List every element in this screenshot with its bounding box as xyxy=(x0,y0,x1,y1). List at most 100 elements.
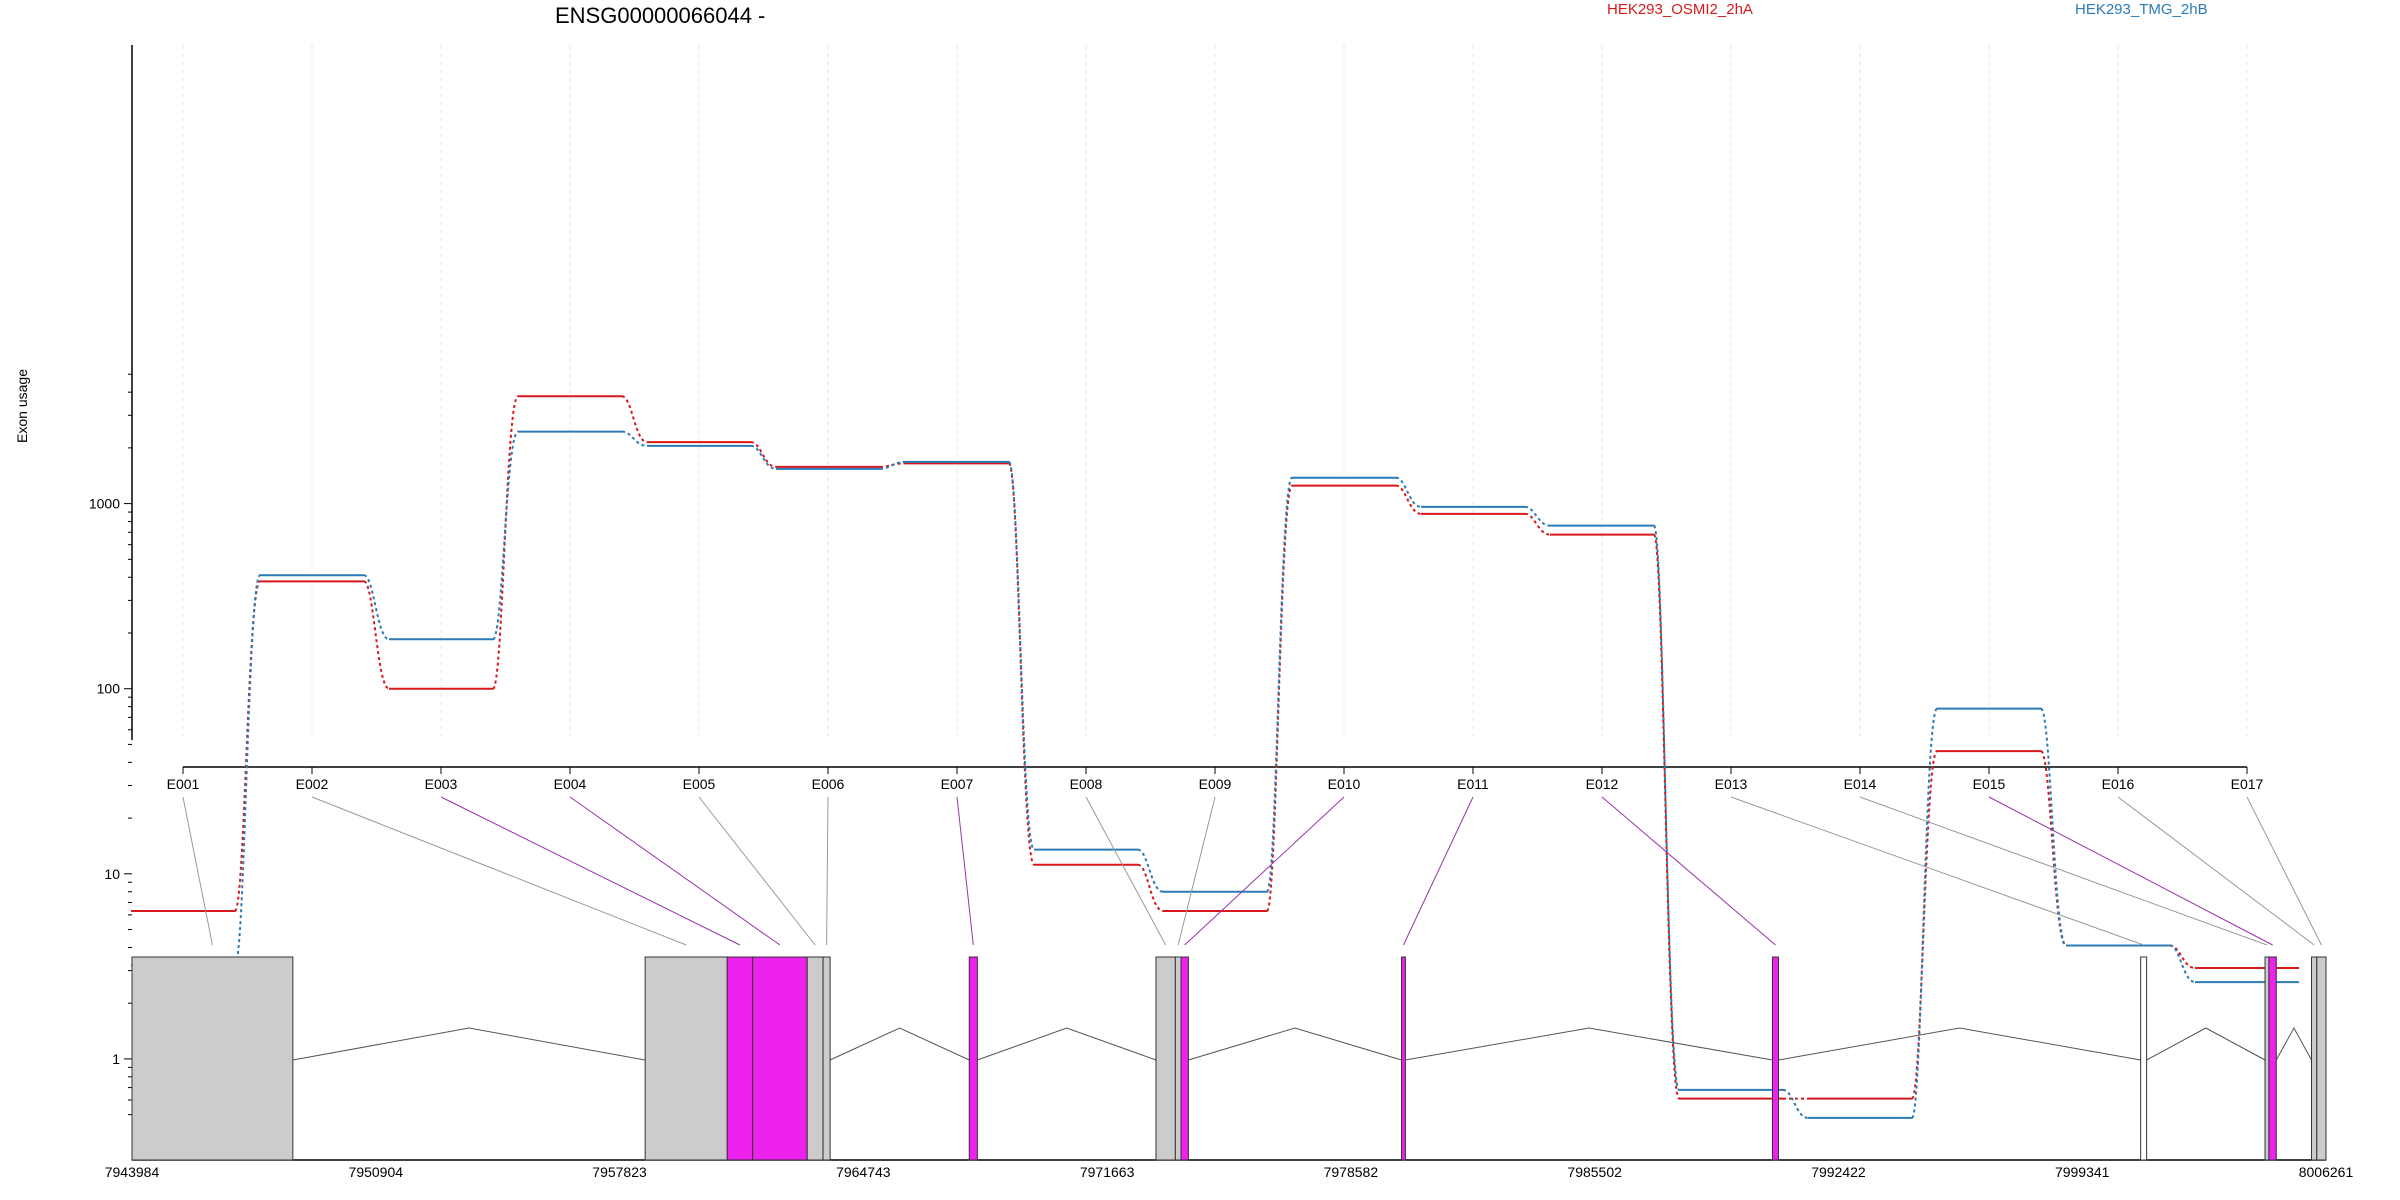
connector-e004 xyxy=(569,796,781,946)
exon-label-e013: E013 xyxy=(1715,776,1748,792)
series-connector xyxy=(1911,707,1938,1119)
y-tick-label: 100 xyxy=(97,681,121,697)
series-connector xyxy=(1008,462,1035,866)
connector-e003 xyxy=(440,796,741,946)
exon-box-e016 xyxy=(2311,956,2318,1161)
exon-label-e001: E001 xyxy=(167,776,200,792)
exon-label-e012: E012 xyxy=(1586,776,1619,792)
series-connector xyxy=(1137,863,1164,912)
exon-label-e017: E017 xyxy=(2231,776,2264,792)
series-connector xyxy=(879,460,906,470)
coord-label: 7985502 xyxy=(1567,1164,1622,1180)
exon-label-e014: E014 xyxy=(1844,776,1877,792)
y-tick-label: 10 xyxy=(104,866,120,882)
series-connector xyxy=(1395,476,1422,508)
series-b xyxy=(131,430,2299,1119)
series-connector xyxy=(1524,505,1551,527)
exon-label-e007: E007 xyxy=(941,776,974,792)
series-connector xyxy=(1137,848,1164,893)
series-connector xyxy=(1395,484,1422,515)
series-connector xyxy=(750,444,777,470)
exon-box-e017 xyxy=(2316,956,2327,1161)
coord-label: 7978582 xyxy=(1324,1164,1379,1180)
series-connector xyxy=(492,395,519,690)
coord-label: 7950904 xyxy=(349,1164,404,1180)
exon-box-e002 xyxy=(644,956,728,1161)
x-axis: E001 E002 E003 E004 E005 E006 E007 E008 E009 E010… xyxy=(167,766,2264,792)
intron-e011 xyxy=(1405,1027,1773,1061)
intron-e001 xyxy=(292,1027,646,1061)
series-connector xyxy=(621,395,648,444)
gene-model xyxy=(131,956,2327,1161)
coordinate-axis: 7943984 7950904 7957823 7964743 7971663 79785… xyxy=(105,1164,2354,1180)
y-axis: 1 10 100 1000 xyxy=(89,45,133,1116)
exon-label-e008: E008 xyxy=(1070,776,1103,792)
series-connector xyxy=(1653,524,1680,1091)
intron-e010 xyxy=(1188,1027,1402,1061)
y-axis-label: Exon usage xyxy=(14,369,30,443)
intron-e006 xyxy=(829,1027,970,1061)
intron-e007 xyxy=(977,1027,1157,1061)
connector-e011 xyxy=(1403,796,1474,946)
connector-e014 xyxy=(1859,796,2268,946)
series-connector xyxy=(234,574,261,967)
exon-box-e010 xyxy=(1180,956,1189,1161)
exon-label-e009: E009 xyxy=(1199,776,1232,792)
series-connector xyxy=(363,580,390,690)
connector-e005 xyxy=(698,796,816,946)
series-connector xyxy=(1524,512,1551,536)
series-lines xyxy=(131,395,2299,1119)
coord-label: 7999341 xyxy=(2055,1164,2110,1180)
exon-label-e002: E002 xyxy=(296,776,329,792)
series-connector xyxy=(1782,1088,1809,1119)
series-connector xyxy=(621,430,648,447)
exon-label-e003: E003 xyxy=(425,776,458,792)
coord-label: 7971663 xyxy=(1080,1164,1135,1180)
connector-e009 xyxy=(1177,796,1216,946)
legend-entry-series-a: HEK293_OSMI2_2hA xyxy=(1607,1,1753,18)
y-tick-label: 1000 xyxy=(89,496,120,512)
exon-box-e006 xyxy=(822,956,831,1161)
exon-label-e010: E010 xyxy=(1328,776,1361,792)
exon-box-e001 xyxy=(131,956,294,1161)
exon-box-e011 xyxy=(1401,956,1406,1161)
series-connector xyxy=(1653,533,1680,1100)
exon-label-e006: E006 xyxy=(812,776,845,792)
intron-e013 xyxy=(2146,1027,2266,1061)
series-connector xyxy=(879,462,906,468)
connector-e007 xyxy=(956,796,974,946)
series-connector xyxy=(1266,476,1293,893)
connector-e015 xyxy=(1988,796,2273,946)
series-connector xyxy=(2169,944,2196,984)
coord-label: 8006261 xyxy=(2299,1164,2354,1180)
series-connector xyxy=(1266,484,1293,912)
exon-box-e008 xyxy=(1155,956,1176,1161)
series-connector xyxy=(363,574,390,641)
connector-e012 xyxy=(1601,796,1776,946)
exon-label-e004: E004 xyxy=(554,776,587,792)
series-connector xyxy=(1008,460,1035,851)
coord-label: 7943984 xyxy=(105,1164,160,1180)
connector-e013 xyxy=(1730,796,2144,946)
grid-lines xyxy=(182,45,2248,740)
exon-box-e004 xyxy=(752,956,808,1161)
exon-box-e013 xyxy=(2140,956,2148,1161)
coord-label: 7964743 xyxy=(836,1164,891,1180)
series-connector xyxy=(2169,944,2196,969)
exon-box-e015 xyxy=(2268,956,2277,1161)
y-tick-label: 1 xyxy=(112,1051,120,1067)
series-connector xyxy=(750,441,777,468)
connector-e010 xyxy=(1184,796,1345,946)
exon-box-e012 xyxy=(1772,956,1779,1161)
connector-e008 xyxy=(1085,796,1167,946)
exon-label-e005: E005 xyxy=(683,776,716,792)
exon-box-e009 xyxy=(1174,956,1182,1161)
coord-label: 7957823 xyxy=(592,1164,647,1180)
exon-box-e014 xyxy=(2264,956,2270,1161)
exon-box-e005 xyxy=(806,956,824,1161)
intron-e015 xyxy=(2275,1026,2312,1061)
series-connector xyxy=(234,580,261,912)
series-connector xyxy=(492,430,519,641)
connector-e002 xyxy=(311,796,687,946)
